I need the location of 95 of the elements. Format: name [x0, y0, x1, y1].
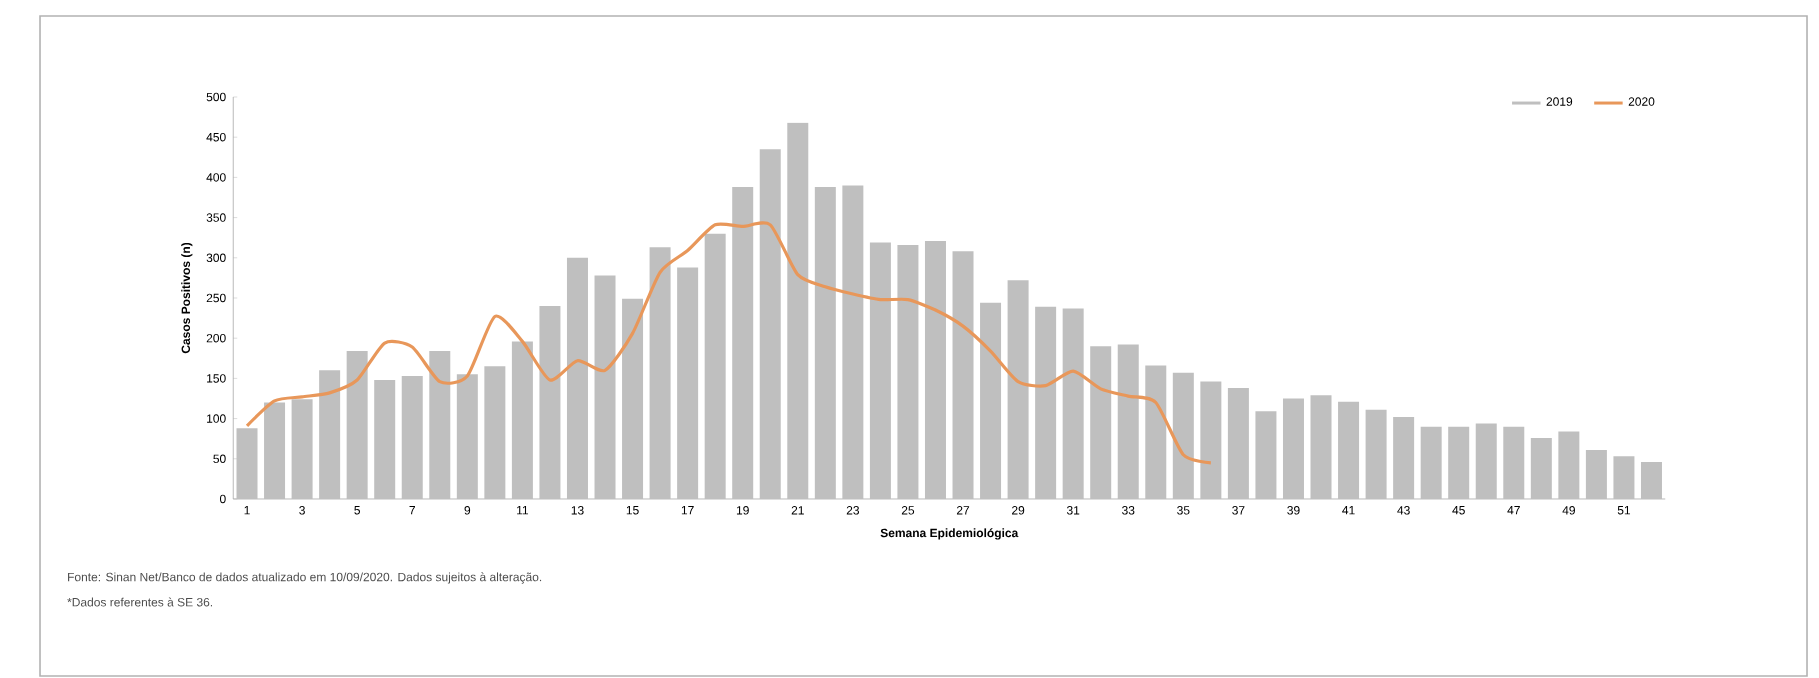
x-tick-label: 9 [464, 506, 471, 515]
x-tick-label: 37 [1232, 506, 1245, 515]
x-tick-label: 51 [1617, 506, 1631, 515]
bar [1310, 395, 1332, 499]
y-tick-label: 250 [206, 293, 226, 303]
x-tick-label: 7 [409, 506, 415, 515]
bar [732, 187, 754, 499]
bar [980, 302, 1002, 499]
bar [1090, 346, 1112, 499]
x-tick-label: 43 [1397, 506, 1410, 515]
x-tick-label: 31 [1066, 506, 1080, 515]
bar [952, 251, 974, 499]
bar [1227, 388, 1249, 499]
bar [1338, 401, 1360, 499]
bar [1448, 426, 1470, 499]
bar [1007, 280, 1029, 499]
bar [566, 257, 588, 499]
bar [1282, 398, 1304, 499]
y-tick-label: 400 [206, 173, 226, 182]
x-tick-label: 17 [681, 506, 694, 515]
bar [677, 267, 699, 499]
bar [1117, 344, 1139, 499]
y-tick-label: 100 [207, 414, 226, 423]
bar [1172, 372, 1194, 499]
bar [842, 185, 864, 499]
x-tick-label: 15 [626, 506, 639, 515]
legend-label: 2020 [1628, 97, 1655, 106]
y-tick-label: 450 [206, 132, 226, 142]
x-tick-label: 23 [846, 506, 860, 515]
bar [319, 370, 341, 499]
source-note: Fonte: Sinan Net/Banco de dados atualizado em 10/09/2020. Dados sujeitos à alteração. [68, 572, 542, 584]
y-tick-label: 300 [206, 253, 226, 263]
bar [1475, 423, 1497, 499]
text: *Dados referentes à SE 36. [67, 597, 213, 607]
legend-label: 2019 [1546, 97, 1573, 106]
bar [787, 122, 809, 499]
x-tick-label: 19 [736, 506, 749, 515]
x-tick-label: 39 [1287, 506, 1300, 515]
bar [456, 374, 478, 499]
bar [484, 366, 506, 499]
y-tick-label: 200 [206, 333, 226, 343]
bar [1420, 426, 1442, 499]
bar [1640, 462, 1662, 499]
x-tick-label: 13 [571, 506, 584, 515]
bar [622, 298, 644, 499]
bar [1145, 365, 1167, 499]
bar [429, 351, 451, 499]
bar [1365, 409, 1387, 499]
y-tick-label: 350 [206, 213, 226, 222]
bar [1062, 308, 1084, 499]
bar [511, 341, 533, 499]
x-tick-label: 25 [901, 506, 915, 515]
x-tick-label: 1 [244, 506, 250, 515]
x-tick-label: 27 [956, 506, 970, 515]
bar [759, 149, 781, 499]
bar [1255, 411, 1277, 499]
x-tick-label: 29 [1012, 506, 1025, 515]
x-tick-label: 21 [791, 506, 804, 515]
x-tick-label: 41 [1342, 506, 1355, 515]
bar [814, 187, 836, 499]
x-tick-label: 3 [299, 506, 305, 515]
x-tick-label: 33 [1122, 506, 1135, 515]
x-tick-label: 45 [1452, 506, 1465, 515]
bar [291, 399, 313, 499]
y-tick-label: 0 [219, 494, 226, 504]
bar [1200, 381, 1222, 499]
bar [1503, 426, 1525, 499]
x-tick-label: 35 [1177, 506, 1190, 515]
y-tick-label: 150 [207, 374, 226, 383]
x-tick-label: 49 [1562, 506, 1575, 515]
bar [594, 275, 616, 499]
bar [1558, 431, 1580, 499]
bar [264, 402, 286, 499]
bar [897, 244, 919, 499]
bar [649, 247, 671, 499]
x-axis-title: Semana Epidemiológica [880, 528, 1019, 540]
bar [704, 233, 726, 499]
bar [869, 242, 891, 499]
bar [1035, 306, 1057, 499]
y-tick-label: 500 [206, 92, 226, 102]
x-tick-label: 5 [354, 506, 361, 515]
bar [401, 375, 423, 499]
x-tick-label: 47 [1507, 506, 1520, 515]
y-axis-title: Casos Positivos (n) [181, 242, 193, 354]
bar [1393, 416, 1415, 499]
bar [1613, 456, 1635, 499]
bar [1530, 437, 1552, 499]
bar [924, 240, 946, 499]
bar [539, 306, 561, 499]
bar [346, 351, 368, 499]
bar [236, 428, 258, 499]
x-tick-label: 11 [517, 506, 529, 515]
bar [374, 379, 396, 499]
bar [1585, 449, 1607, 499]
y-tick-label: 50 [213, 454, 226, 464]
